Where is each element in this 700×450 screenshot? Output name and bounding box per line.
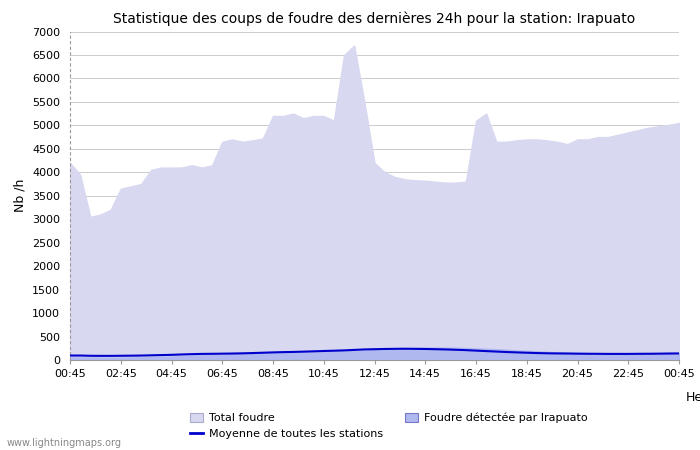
Text: www.lightningmaps.org: www.lightningmaps.org — [7, 438, 122, 448]
Legend: Total foudre, Moyenne de toutes les stations, Foudre détectée par Irapuato: Total foudre, Moyenne de toutes les stat… — [186, 408, 592, 444]
Y-axis label: Nb /h: Nb /h — [13, 179, 27, 212]
Title: Statistique des coups de foudre des dernières 24h pour la station: Irapuato: Statistique des coups de foudre des dern… — [113, 12, 636, 26]
Text: Heure: Heure — [686, 391, 700, 404]
